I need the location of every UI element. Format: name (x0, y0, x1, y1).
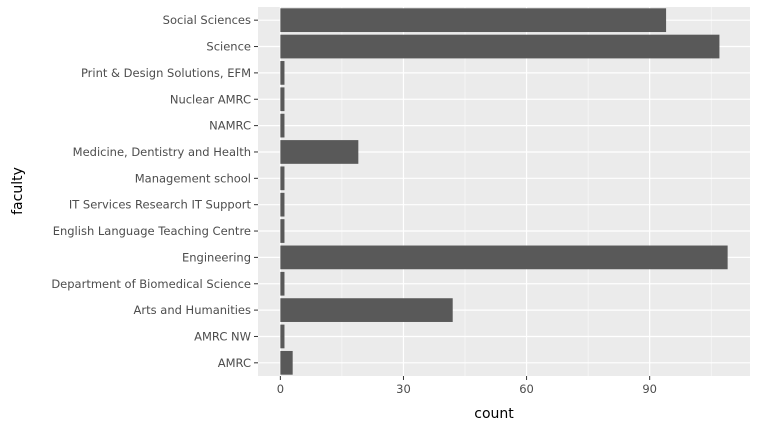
y-tick-label: Medicine, Dentistry and Health (73, 145, 251, 159)
bar (280, 271, 285, 296)
y-tick-label: NAMRC (209, 119, 251, 133)
bar (280, 61, 285, 85)
bar (280, 34, 720, 59)
y-tick-label: Arts and Humanities (134, 303, 251, 317)
y-tick-label: AMRC (218, 356, 251, 370)
y-tick-label: Nuclear AMRC (170, 92, 251, 106)
x-tick-label: 0 (277, 382, 284, 396)
x-tick-label: 60 (519, 382, 534, 396)
y-tick-label: Engineering (182, 250, 251, 264)
bar (280, 140, 359, 164)
y-axis: Social Sciences Science Print & Design Sol… (51, 13, 258, 370)
bar (280, 87, 285, 112)
y-tick-label: Science (206, 40, 251, 54)
y-tick-label: Department of Biomedical Science (51, 277, 251, 291)
bar (280, 324, 285, 349)
bar (280, 113, 285, 138)
y-tick-label: AMRC NW (194, 329, 251, 343)
y-tick-label: Social Sciences (163, 13, 251, 27)
x-tick-label: 30 (396, 382, 411, 396)
bar (280, 8, 667, 33)
bar (280, 298, 453, 322)
y-tick-label: Management school (135, 171, 251, 185)
x-tick-label: 90 (642, 382, 657, 396)
bar (280, 350, 293, 375)
y-tick-label: English Language Teaching Centre (53, 224, 251, 238)
x-axis-title: count (474, 406, 514, 422)
y-tick-label: IT Services Research IT Support (69, 198, 252, 212)
bar (280, 219, 285, 243)
bar (280, 166, 285, 191)
x-axis: 0 30 60 90 (277, 376, 657, 396)
bars-group (280, 8, 728, 375)
bar (280, 245, 728, 270)
y-axis-title: faculty (10, 167, 26, 215)
y-tick-label: Print & Design Solutions, EFM (81, 66, 251, 80)
bar (280, 192, 285, 217)
